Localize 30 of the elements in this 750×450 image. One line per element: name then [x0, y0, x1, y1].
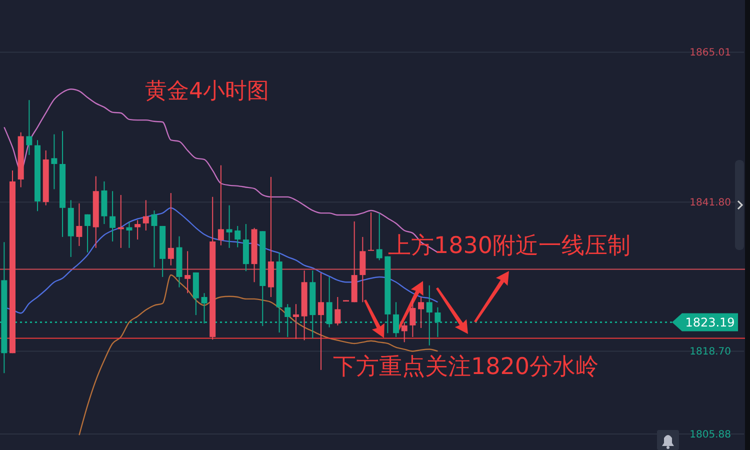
y-tick-label: 1865.01 — [690, 48, 731, 59]
candlestick — [110, 190, 116, 242]
candlestick — [84, 214, 91, 253]
candlestick — [418, 296, 424, 328]
candlestick — [51, 134, 58, 190]
y-tick-label: 1805.88 — [690, 429, 731, 440]
candlestick — [142, 200, 149, 231]
ref-line-label: 1823.19 — [685, 315, 735, 330]
candlestick — [76, 202, 82, 246]
candlestick — [401, 322, 408, 343]
y-tick-label: 1841.80 — [690, 198, 731, 209]
candlestick — [168, 192, 174, 266]
candlestick — [410, 298, 416, 338]
candlestick — [226, 204, 232, 248]
text: 黄金4小时图 — [145, 79, 269, 104]
candlestick — [360, 236, 366, 303]
candlestick — [126, 222, 132, 248]
candlestick — [134, 220, 141, 240]
candlestick — [334, 296, 341, 326]
candlestick — [26, 100, 32, 156]
candlestick — [318, 272, 324, 370]
annotation: 下方重点关注1820分水岭 — [333, 354, 599, 380]
candlestick — [234, 225, 241, 248]
candlestick — [184, 250, 191, 294]
candlestick — [151, 210, 158, 268]
candlestick — [218, 164, 224, 246]
candlestick — [292, 304, 299, 340]
y-tick-label: 1818.70 — [690, 346, 731, 358]
candlestick — [368, 212, 374, 251]
candlestick — [376, 212, 382, 261]
